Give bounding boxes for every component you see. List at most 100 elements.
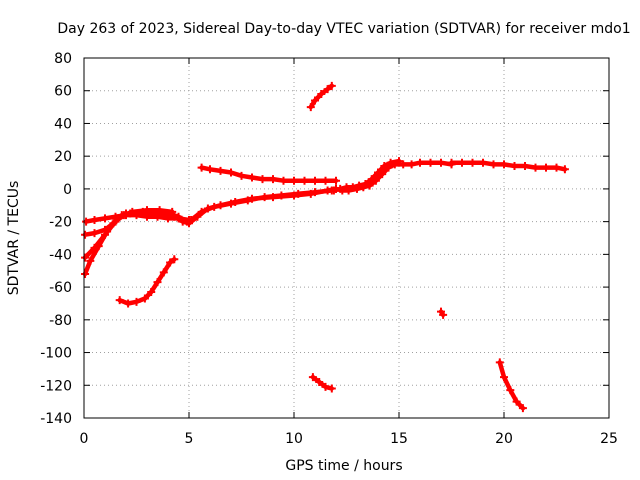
data-point — [306, 103, 315, 112]
data-point — [308, 373, 317, 382]
data-point — [101, 230, 109, 239]
x-tick-label: 5 — [185, 431, 194, 447]
data-point — [386, 158, 395, 167]
data-point — [510, 162, 519, 170]
data-point — [336, 184, 345, 193]
data-point — [115, 296, 124, 305]
y-tick-label: -60 — [49, 280, 72, 296]
data-point — [380, 162, 389, 170]
data-point — [290, 176, 298, 185]
data-point — [500, 373, 508, 382]
data-point — [147, 288, 156, 296]
data-point — [166, 258, 175, 267]
data-point — [311, 96, 319, 105]
x-tick-label: 25 — [600, 431, 618, 447]
data-point — [159, 268, 168, 277]
y-tick-labels: -140 -120 -100 -80 -60 -40 -20 0 20 40 60 80 — [40, 51, 72, 427]
data-point — [81, 253, 90, 262]
data-point — [86, 256, 95, 265]
data-point — [170, 255, 179, 264]
data-point — [258, 175, 267, 184]
x-tick-label: 15 — [390, 431, 408, 447]
data-point — [355, 181, 364, 190]
y-tick-label: -80 — [49, 313, 72, 329]
data-point — [243, 196, 252, 205]
y-tick-label: 20 — [54, 149, 72, 165]
data-point — [437, 158, 445, 167]
data-point — [439, 310, 448, 319]
data-point — [248, 173, 256, 182]
data-point — [124, 299, 133, 308]
data-point — [300, 176, 309, 185]
data-point — [395, 157, 403, 166]
data-point — [143, 212, 151, 221]
data-point — [168, 207, 177, 216]
data-point — [237, 171, 246, 180]
data-point — [260, 193, 269, 202]
data-point — [560, 165, 569, 174]
data-point — [185, 216, 193, 224]
data-point — [197, 163, 206, 172]
data-point — [227, 199, 235, 208]
x-tick-labels: 0 5 10 15 20 25 — [80, 431, 618, 447]
data-point — [361, 180, 370, 188]
data-point — [90, 216, 99, 224]
y-tick-label: 60 — [54, 84, 72, 100]
series-arc-10 — [306, 81, 336, 112]
data-point — [206, 165, 214, 174]
data-point — [227, 168, 235, 177]
data-point — [101, 214, 109, 223]
y-tick-label: -40 — [49, 247, 72, 263]
data-point — [164, 214, 172, 223]
data-point — [317, 90, 326, 98]
series-arc-11 — [308, 373, 336, 393]
series-arc-2 — [81, 186, 336, 278]
data-point — [210, 202, 219, 211]
data-point — [407, 160, 416, 169]
data-point — [327, 384, 336, 393]
data-point — [323, 85, 332, 94]
data-point — [90, 229, 99, 238]
data-point — [81, 230, 90, 239]
data-point — [378, 170, 387, 179]
series-line — [117, 257, 177, 306]
data-series — [81, 81, 569, 413]
data-point — [197, 207, 206, 216]
data-point — [542, 163, 550, 172]
data-point — [399, 160, 408, 169]
data-point — [155, 206, 164, 215]
y-tick-label: -20 — [49, 215, 72, 231]
axis-ticks — [83, 57, 610, 419]
data-point — [321, 382, 330, 391]
data-point — [153, 278, 162, 287]
data-point — [468, 158, 477, 167]
data-point — [426, 158, 435, 167]
data-point — [140, 294, 149, 303]
x-axis-label: GPS time / hours — [285, 458, 402, 474]
data-point — [416, 158, 424, 167]
y-tick-label: -120 — [40, 378, 72, 394]
plot-frame — [83, 57, 610, 419]
data-point — [132, 297, 141, 306]
data-point — [122, 211, 130, 220]
data-point — [447, 158, 456, 167]
data-point — [294, 189, 303, 198]
chart-title: Day 263 of 2023, Sidereal Day-to-day VTE… — [57, 21, 630, 37]
data-point — [279, 176, 288, 185]
data-point — [277, 191, 286, 200]
grid-lines — [84, 58, 609, 418]
y-tick-label: -100 — [40, 346, 72, 362]
data-point — [506, 386, 515, 395]
data-point — [367, 175, 376, 184]
data-point — [495, 358, 504, 367]
data-point — [315, 378, 324, 386]
data-point — [329, 186, 338, 195]
data-point — [82, 217, 91, 226]
data-point — [332, 176, 340, 185]
data-point — [512, 397, 521, 406]
data-point — [90, 243, 99, 252]
data-point — [216, 166, 225, 175]
data-point — [81, 270, 90, 278]
data-point — [374, 168, 382, 177]
